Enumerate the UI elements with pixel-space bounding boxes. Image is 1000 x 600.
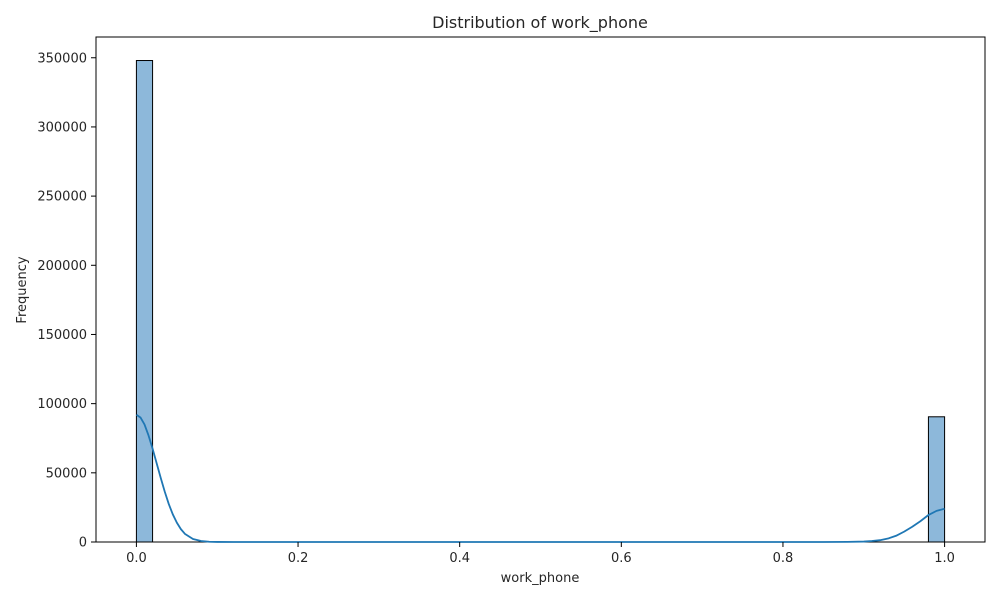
y-tick-label: 250000	[37, 190, 87, 205]
kde-group	[135, 413, 945, 543]
y-tick-label: 100000	[37, 397, 87, 412]
y-tick-label: 200000	[37, 259, 87, 274]
histogram-bar	[135, 60, 154, 543]
x-tick-label: 0.4	[449, 551, 470, 566]
x-tick-label: 0.6	[611, 551, 632, 566]
x-tick-label: 0.0	[126, 551, 147, 566]
x-tick-label: 0.8	[773, 551, 794, 566]
x-tick-label: 1.0	[934, 551, 955, 566]
y-axis: 0 50000 100000 150000 200000 250000 300000 3500…	[37, 51, 96, 551]
y-tick-label: 0	[79, 536, 87, 551]
histogram-bar	[927, 416, 946, 543]
y-tick-label: 350000	[37, 51, 87, 66]
x-tick-label: 0.2	[288, 551, 309, 566]
x-axis-label: work_phone	[501, 571, 580, 586]
x-axis: 0.0 0.2 0.4 0.6 0.8 1.0	[126, 542, 955, 566]
y-axis-label: Frequency	[15, 256, 30, 323]
y-tick-label: 300000	[37, 120, 87, 135]
y-tick-label: 50000	[46, 466, 87, 481]
chart-title: Distribution of work_phone	[432, 13, 648, 33]
kde-line	[135, 413, 945, 543]
y-tick-label: 150000	[37, 328, 87, 343]
